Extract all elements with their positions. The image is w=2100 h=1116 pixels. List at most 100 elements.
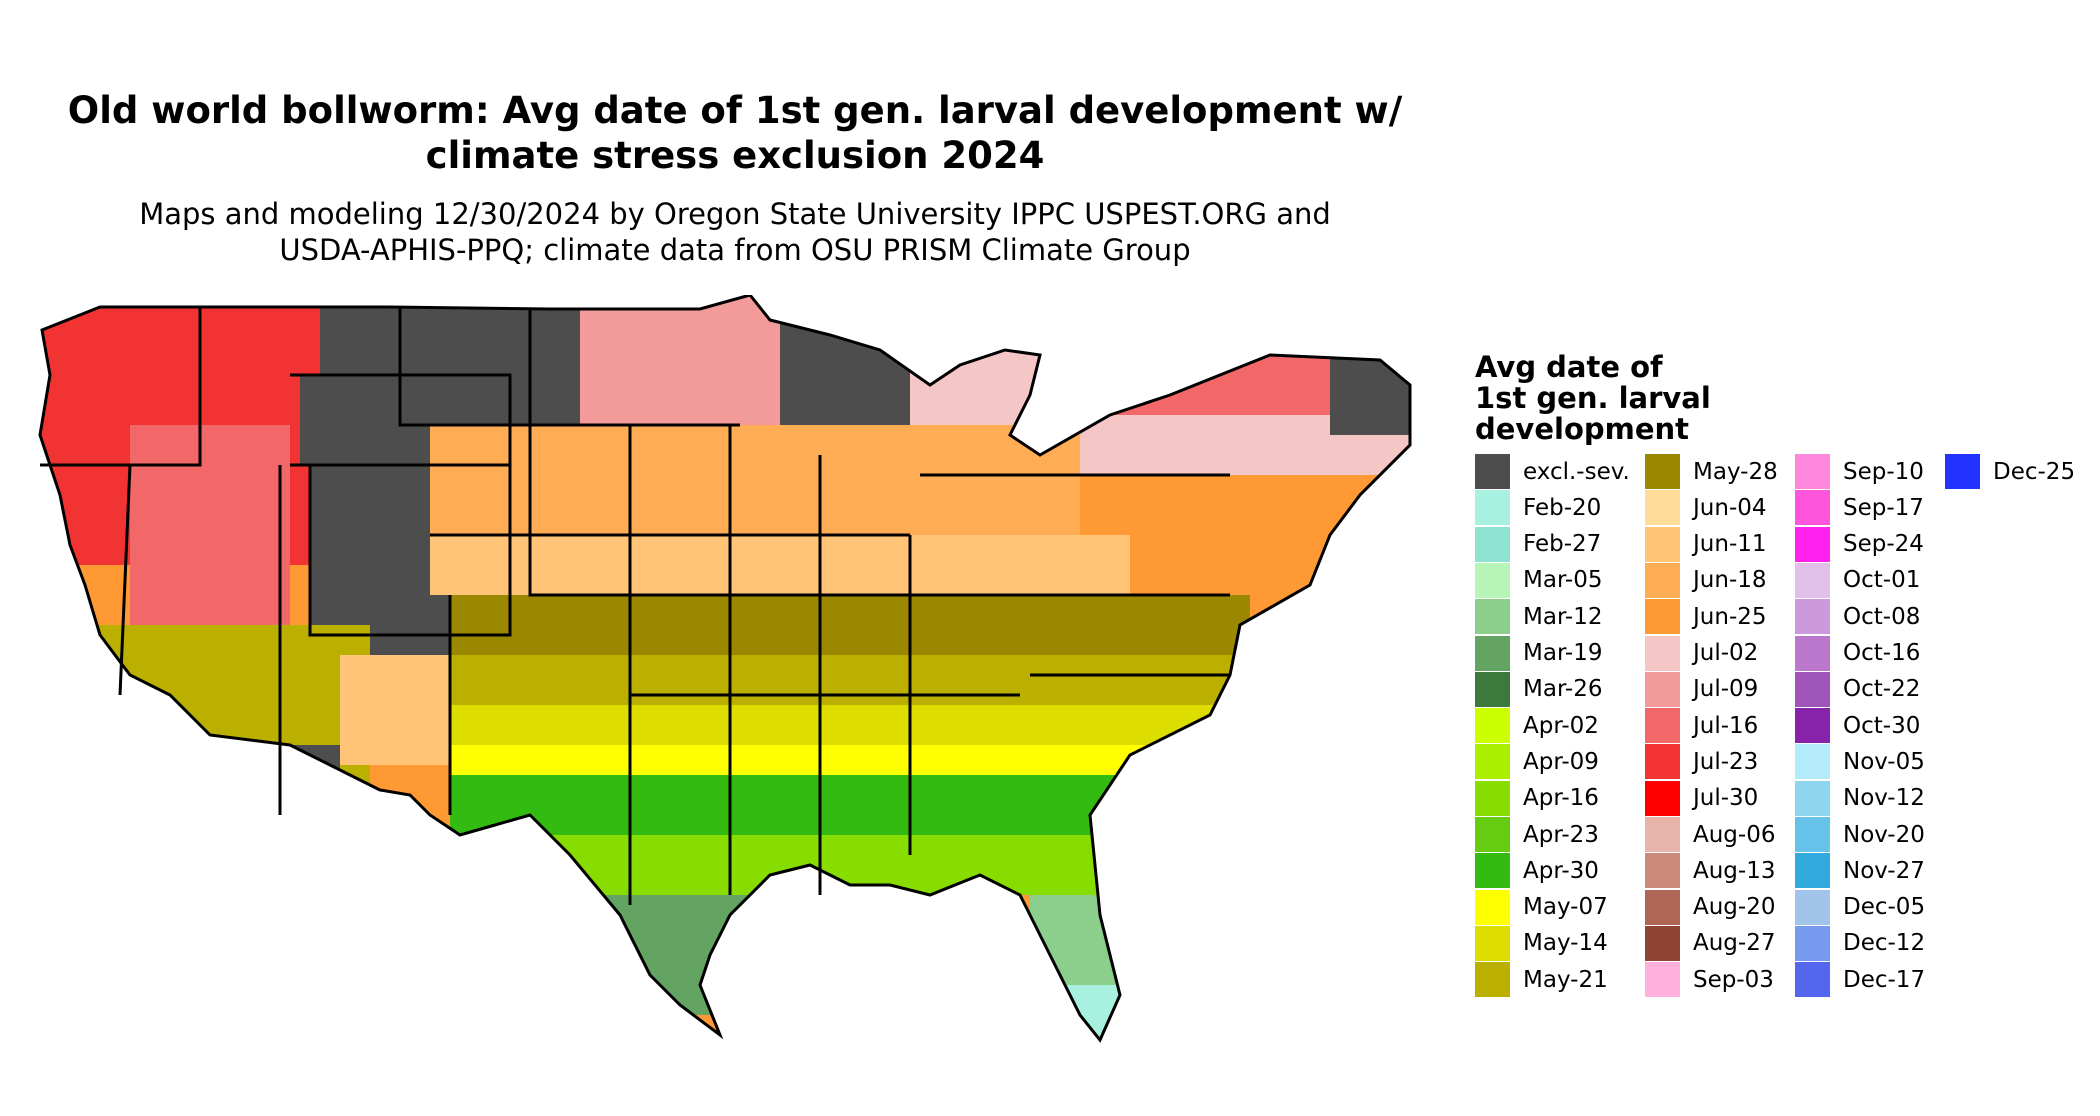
legend-label: Jul-09 (1693, 676, 1759, 703)
legend-label: Apr-09 (1523, 748, 1599, 775)
legend-swatch (1795, 962, 1830, 998)
legend-item: Jun-25 (1645, 599, 1767, 635)
legend-label: Jul-02 (1693, 640, 1759, 666)
legend-swatch (1475, 744, 1510, 780)
legend-label: Jun-25 (1693, 603, 1767, 630)
legend-label: Dec-12 (1843, 930, 1926, 957)
legend-swatch (1645, 526, 1680, 562)
legend-label: Oct-08 (1843, 603, 1921, 630)
legend-swatch (1645, 599, 1680, 635)
legend-swatch (1645, 671, 1680, 707)
legend-item: Dec-12 (1795, 925, 1926, 961)
legend-label: Nov-27 (1843, 857, 1925, 884)
legend-item: Oct-30 (1795, 708, 1921, 744)
legend-swatch (1475, 526, 1510, 562)
legend-item: Mar-26 (1475, 671, 1603, 707)
legend-label: Feb-20 (1523, 494, 1602, 521)
legend-item: Apr-02 (1475, 708, 1599, 744)
legend-swatch (1795, 744, 1830, 780)
border-colorado-utah (308, 465, 512, 637)
legend-item: May-28 (1645, 454, 1778, 489)
legend-swatch (1795, 671, 1830, 707)
legend-label: Dec-05 (1843, 894, 1926, 921)
legend-label: Aug-20 (1693, 894, 1776, 921)
legend-label: Mar-12 (1523, 603, 1603, 630)
map-title: Old world bollworm: Avg date of 1st gen.… (30, 88, 1440, 178)
legend-item: Feb-27 (1475, 526, 1601, 562)
central-orange-zone (430, 535, 1130, 595)
legend-label: Jul-30 (1693, 785, 1759, 812)
legend-item: Sep-03 (1645, 962, 1774, 998)
legend-label: Apr-30 (1523, 857, 1599, 884)
may07-band (450, 745, 1250, 775)
legend-swatch (1475, 490, 1510, 526)
legend-label: Aug-06 (1693, 821, 1776, 848)
apr30-band (450, 775, 1250, 835)
legend-item: May-14 (1475, 925, 1608, 961)
legend-item: Oct-08 (1795, 599, 1921, 635)
legend-label: Mar-19 (1523, 640, 1603, 666)
legend-label: May-21 (1523, 966, 1608, 993)
legend-swatch (1645, 708, 1680, 744)
legend-label: Oct-22 (1843, 676, 1921, 703)
subtitle-line-1: Maps and modeling 12/30/2024 by Oregon S… (139, 197, 1331, 231)
legend-swatch (1645, 562, 1680, 598)
legend-swatch (1795, 708, 1830, 744)
legend-label: Nov-12 (1843, 785, 1925, 812)
legend-swatch (1645, 817, 1680, 852)
legend-swatch (1795, 635, 1830, 671)
legend-swatch (1795, 925, 1830, 961)
legend-item: Dec-17 (1795, 962, 1925, 998)
legend-item: Oct-22 (1795, 671, 1921, 707)
legend-label: Aug-27 (1693, 930, 1776, 957)
legend-label: Dec-25 (1993, 458, 2076, 485)
legend-item: May-07 (1475, 889, 1608, 925)
legend-label: May-14 (1523, 930, 1608, 957)
legend-item: Apr-23 (1475, 817, 1599, 852)
legend-label: Jul-16 (1693, 712, 1759, 739)
legend-item: Aug-27 (1645, 925, 1776, 961)
legend-title-line-2: 1st gen. larval (1475, 381, 1711, 415)
legend-item: Jul-30 (1645, 780, 1759, 816)
legend-label: Oct-30 (1843, 712, 1921, 739)
new-mexico-orange-zone (340, 655, 450, 765)
wyoming-exclusion-zone (300, 375, 440, 465)
legend-item: Jul-23 (1645, 744, 1758, 780)
legend-swatch (1475, 708, 1510, 744)
legend-label: Oct-01 (1843, 567, 1921, 594)
legend-swatch (1795, 526, 1830, 562)
legend-item: Nov-20 (1795, 817, 1925, 852)
us-outline (38, 295, 1412, 1043)
legend-item: Nov-27 (1795, 853, 1925, 889)
legend-swatch (1475, 925, 1510, 961)
legend-item: Dec-05 (1795, 889, 1926, 925)
legend-label: Jun-11 (1693, 531, 1767, 558)
map-subtitle: Maps and modeling 12/30/2024 by Oregon S… (40, 196, 1430, 268)
legend-swatch (1475, 599, 1510, 635)
legend-item: excl.-sev. (1475, 454, 1630, 489)
legend-item: Nov-05 (1795, 744, 1925, 780)
legend-item: Sep-24 (1795, 526, 1924, 562)
legend-item: Apr-16 (1475, 780, 1599, 816)
legend-swatch (1795, 889, 1830, 925)
legend-swatch (1645, 925, 1680, 961)
legend-label: Sep-10 (1843, 458, 1924, 485)
legend-label: Apr-02 (1523, 712, 1599, 739)
may28-band (450, 595, 1250, 655)
legend-swatch (1645, 454, 1680, 489)
legend-swatch (1475, 635, 1510, 671)
legend-item: Jun-18 (1645, 562, 1767, 598)
legend-swatch (1475, 454, 1510, 489)
legend-swatch (1645, 635, 1680, 671)
south-florida-zone (1060, 985, 1150, 1040)
legend-swatch (1795, 817, 1830, 852)
border-oregon-idaho (40, 307, 202, 467)
title-line-1: Old world bollworm: Avg date of 1st gen.… (67, 89, 1403, 132)
legend-swatch (1795, 780, 1830, 816)
subtitle-line-2: USDA-APHIS-PPQ; climate data from OSU PR… (279, 233, 1191, 267)
legend-label: Sep-17 (1843, 494, 1924, 521)
legend-item: Oct-01 (1795, 562, 1921, 598)
legend-item: Aug-20 (1645, 889, 1776, 925)
legend-swatch (1795, 599, 1830, 635)
legend-item: Mar-12 (1475, 599, 1603, 635)
